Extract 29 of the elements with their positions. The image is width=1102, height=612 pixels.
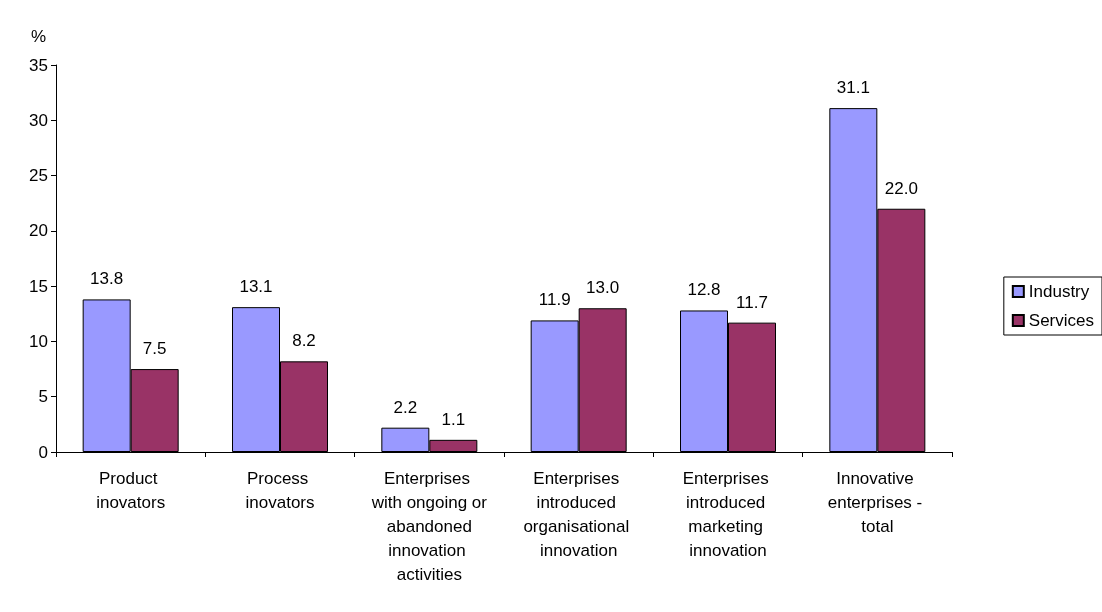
data-label: 31.1 bbox=[836, 78, 870, 98]
y-axis-title: % bbox=[30, 27, 46, 46]
y-tick-label: 35 bbox=[29, 55, 48, 75]
legend-label: Services bbox=[1028, 311, 1094, 330]
x-tick-label: Process inovators bbox=[245, 468, 315, 512]
data-label: 22.0 bbox=[884, 178, 918, 198]
data-label: 13.8 bbox=[90, 269, 124, 289]
x-tick-label: Product inovators bbox=[96, 468, 166, 512]
x-tick-label: Enterprises introduced organisational innovation bbox=[523, 468, 634, 560]
x-tick-label: Enterprises introduced marketing innovation bbox=[682, 468, 774, 560]
y-tick-label: 0 bbox=[38, 442, 48, 462]
y-tick-label: 5 bbox=[38, 387, 48, 407]
legend-label: Industry bbox=[1028, 282, 1090, 301]
data-label: 13.1 bbox=[239, 277, 273, 297]
y-tick-label: 25 bbox=[29, 166, 48, 186]
x-tick-label: Innovative enterprises - total bbox=[827, 468, 927, 536]
y-tick-label: 10 bbox=[29, 331, 48, 351]
data-label: 11.7 bbox=[736, 292, 768, 312]
data-label: 8.2 bbox=[292, 331, 316, 351]
data-label: 1.1 bbox=[441, 409, 466, 429]
data-label: 7.5 bbox=[142, 339, 167, 359]
y-tick-label: 20 bbox=[29, 221, 48, 241]
y-tick-label: 15 bbox=[29, 276, 48, 296]
data-label: 2.2 bbox=[393, 397, 418, 417]
data-label: 12.8 bbox=[687, 280, 721, 300]
data-label: 13.0 bbox=[586, 278, 620, 298]
data-label: 11.9 bbox=[538, 290, 571, 310]
y-tick-label: 30 bbox=[29, 110, 48, 130]
x-tick-label: Enterprises with ongoing or abandoned innovation activities bbox=[370, 468, 488, 584]
